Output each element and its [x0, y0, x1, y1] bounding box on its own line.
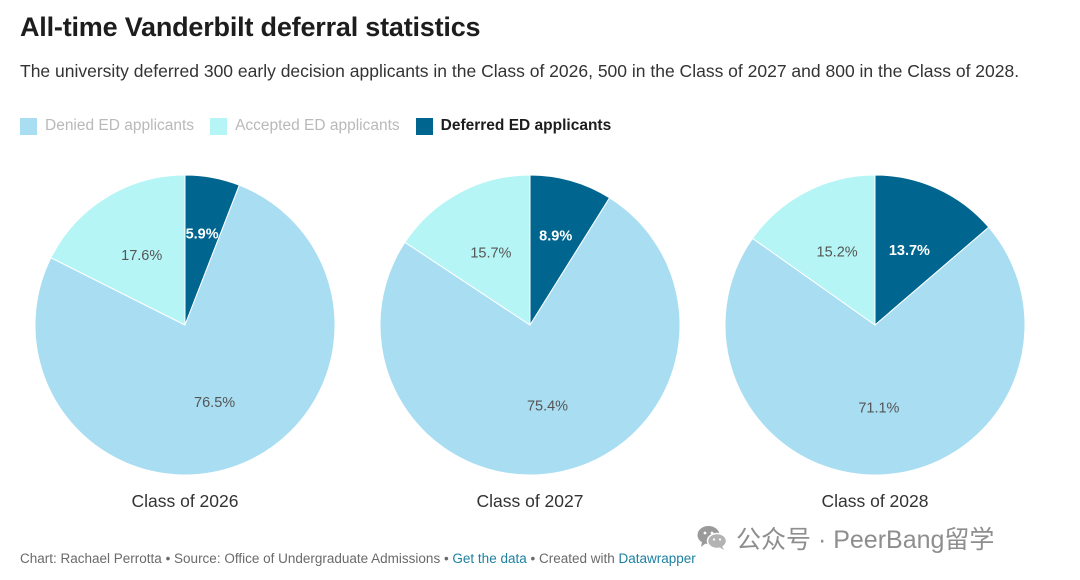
pie-slice-denied-ed-applicants[interactable] [379, 197, 681, 476]
slice-label-deferred-ed-applicants: 13.7% [889, 243, 930, 259]
legend-item-accepted[interactable]: Accepted ED applicants [210, 117, 400, 135]
pie-slice-denied-ed-applicants[interactable] [34, 184, 336, 476]
slice-label-denied-ed-applicants: 75.4% [527, 399, 568, 415]
pie-slice-accepted-ed-applicants[interactable] [751, 174, 876, 326]
footer-created: • Created with [526, 551, 619, 566]
wechat-icon [697, 526, 728, 550]
slice-label-deferred-ed-applicants: 8.9% [539, 229, 572, 245]
pie-slice-accepted-ed-applicants[interactable] [50, 174, 186, 326]
pie-slice-accepted-ed-applicants[interactable] [404, 174, 531, 326]
chart-title: All-time Vanderbilt deferral statistics [20, 12, 481, 42]
pie-slice-deferred-ed-applicants[interactable] [874, 174, 990, 327]
footer-credit: Chart: Rachael Perrotta • Source: Office… [20, 551, 453, 566]
pie-charts: 5.9% 76.5% 17.6% Class of 2026 8.9% 75.4% 15.7… [34, 174, 1026, 511]
legend-label-denied: Denied ED applicants [45, 117, 195, 134]
pie-slice-deferred-ed-applicants[interactable] [529, 174, 611, 327]
chart-subtitle: The university deferred 300 early decisi… [20, 61, 1020, 81]
watermark-text: 公众号 · PeerBang留学 [736, 526, 995, 554]
legend-swatch-deferred [415, 117, 433, 135]
legend: Denied ED applicants Accepted ED applica… [20, 117, 627, 135]
slice-label-denied-ed-applicants: 71.1% [858, 400, 899, 416]
legend-label-deferred: Deferred ED applicants [440, 117, 612, 134]
pie-class-of-2027: 8.9% 75.4% 15.7% Class of 2027 [379, 174, 681, 511]
get-the-data-link[interactable]: Get the data [452, 551, 527, 566]
pie-caption: Class of 2026 [131, 491, 238, 511]
pie-slice-denied-ed-applicants[interactable] [724, 226, 1026, 476]
pie-caption: Class of 2027 [476, 491, 583, 511]
legend-item-deferred[interactable]: Deferred ED applicants [415, 117, 612, 135]
pie-caption: Class of 2028 [821, 491, 928, 511]
slice-label-accepted-ed-applicants: 17.6% [121, 248, 162, 264]
legend-label-accepted: Accepted ED applicants [235, 117, 400, 134]
watermark: 公众号 · PeerBang留学 [696, 520, 994, 556]
legend-swatch-denied [20, 117, 37, 135]
legend-swatch-accepted [210, 117, 228, 135]
pie-class-of-2028: 13.7% 71.1% 15.2% Class of 2028 [724, 174, 1026, 511]
footer: Chart: Rachael Perrotta • Source: Office… [20, 551, 696, 566]
legend-item-denied[interactable]: Denied ED applicants [20, 117, 194, 135]
slice-label-denied-ed-applicants: 76.5% [194, 395, 235, 411]
slice-label-accepted-ed-applicants: 15.7% [470, 245, 511, 261]
slice-label-accepted-ed-applicants: 15.2% [817, 245, 858, 261]
slice-label-deferred-ed-applicants: 5.9% [186, 227, 219, 243]
datawrapper-link[interactable]: Datawrapper [618, 551, 696, 566]
pie-class-of-2026: 5.9% 76.5% 17.6% Class of 2026 [34, 174, 336, 511]
